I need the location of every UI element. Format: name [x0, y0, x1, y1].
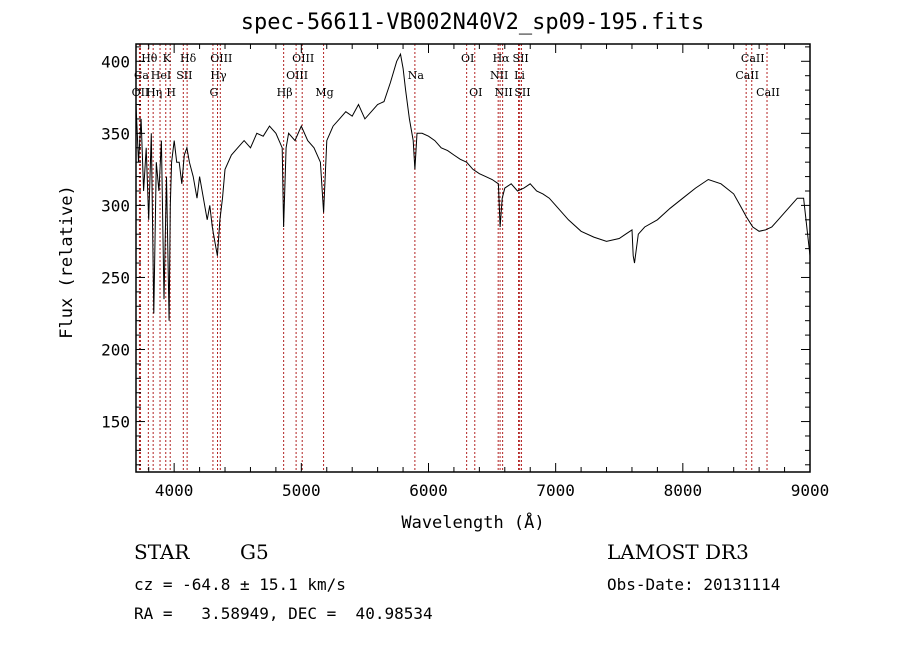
- line-label-11: G: [210, 86, 219, 99]
- line-label-7: SII: [176, 69, 192, 82]
- line-label-14: OIII: [286, 69, 308, 82]
- y-tick-label-0: 150: [101, 413, 130, 432]
- line-label-23: Li: [514, 69, 525, 82]
- line-label-20: NII: [490, 69, 508, 82]
- line-label-26: CaII: [735, 69, 759, 82]
- line-label-3: Hη: [146, 86, 162, 99]
- y-tick-label-1: 200: [101, 341, 130, 360]
- line-label-19: Hα: [493, 52, 511, 65]
- x-tick-label-5: 9000: [791, 481, 830, 500]
- plot-frame: [135, 43, 811, 473]
- x-axis-label: Wavelength (Å): [401, 511, 544, 533]
- line-label-15: Mg: [315, 86, 333, 99]
- line-label-0: Hθ: [141, 52, 158, 65]
- line-label-21: NII: [494, 86, 512, 99]
- line-label-2: Ca: [134, 69, 149, 82]
- y-tick-label-2: 250: [101, 268, 130, 287]
- line-label-8: Hδ: [180, 52, 197, 65]
- line-label-16: Na: [408, 69, 425, 82]
- spectral-line-markers: [138, 44, 768, 472]
- y-axis-label: Flux (relative): [57, 185, 77, 339]
- chart-title: spec-56611-VB002N40V2_sp09-195.fits: [240, 10, 705, 35]
- line-label-18: OI: [469, 86, 482, 99]
- x-tick-label-4: 8000: [664, 481, 703, 500]
- line-label-22: SII: [513, 52, 529, 65]
- survey-name: LAMOST DR3: [607, 540, 749, 564]
- line-label-5: HeI: [151, 69, 171, 82]
- coordinates: RA = 3.58949, DEC = 40.98534: [134, 604, 433, 623]
- line-label-6: H: [166, 86, 176, 99]
- y-tick-label-5: 400: [101, 52, 130, 71]
- observation-date: Obs-Date: 20131114: [607, 575, 781, 594]
- line-label-4: K: [163, 52, 172, 65]
- y-tick-label-3: 300: [101, 196, 130, 215]
- line-label-27: CaII: [756, 86, 780, 99]
- line-label-13: OIII: [292, 52, 314, 65]
- line-label-10: Hγ: [210, 69, 227, 82]
- line-label-17: OI: [461, 52, 474, 65]
- y-tick-label-4: 350: [101, 124, 130, 143]
- flux-line: [135, 52, 811, 321]
- x-tick-label-2: 6000: [409, 481, 448, 500]
- object-class: STAR: [134, 540, 190, 564]
- line-label-9: OIII: [210, 52, 232, 65]
- x-tick-label-3: 7000: [536, 481, 575, 500]
- x-tick-label-1: 5000: [282, 481, 321, 500]
- x-axis-ticks: 4000 5000 6000 7000 8000 9000: [148, 44, 830, 500]
- line-label-12: Hβ: [277, 86, 293, 99]
- redshift-value: cz = -64.8 ± 15.1 km/s: [134, 575, 346, 594]
- line-label-25: CaII: [741, 52, 765, 65]
- line-label-24: SII: [514, 86, 530, 99]
- x-tick-label-0: 4000: [155, 481, 194, 500]
- y-axis-ticks: 150 200 250 300 350 400: [101, 46, 810, 466]
- object-subclass: G5: [240, 540, 269, 564]
